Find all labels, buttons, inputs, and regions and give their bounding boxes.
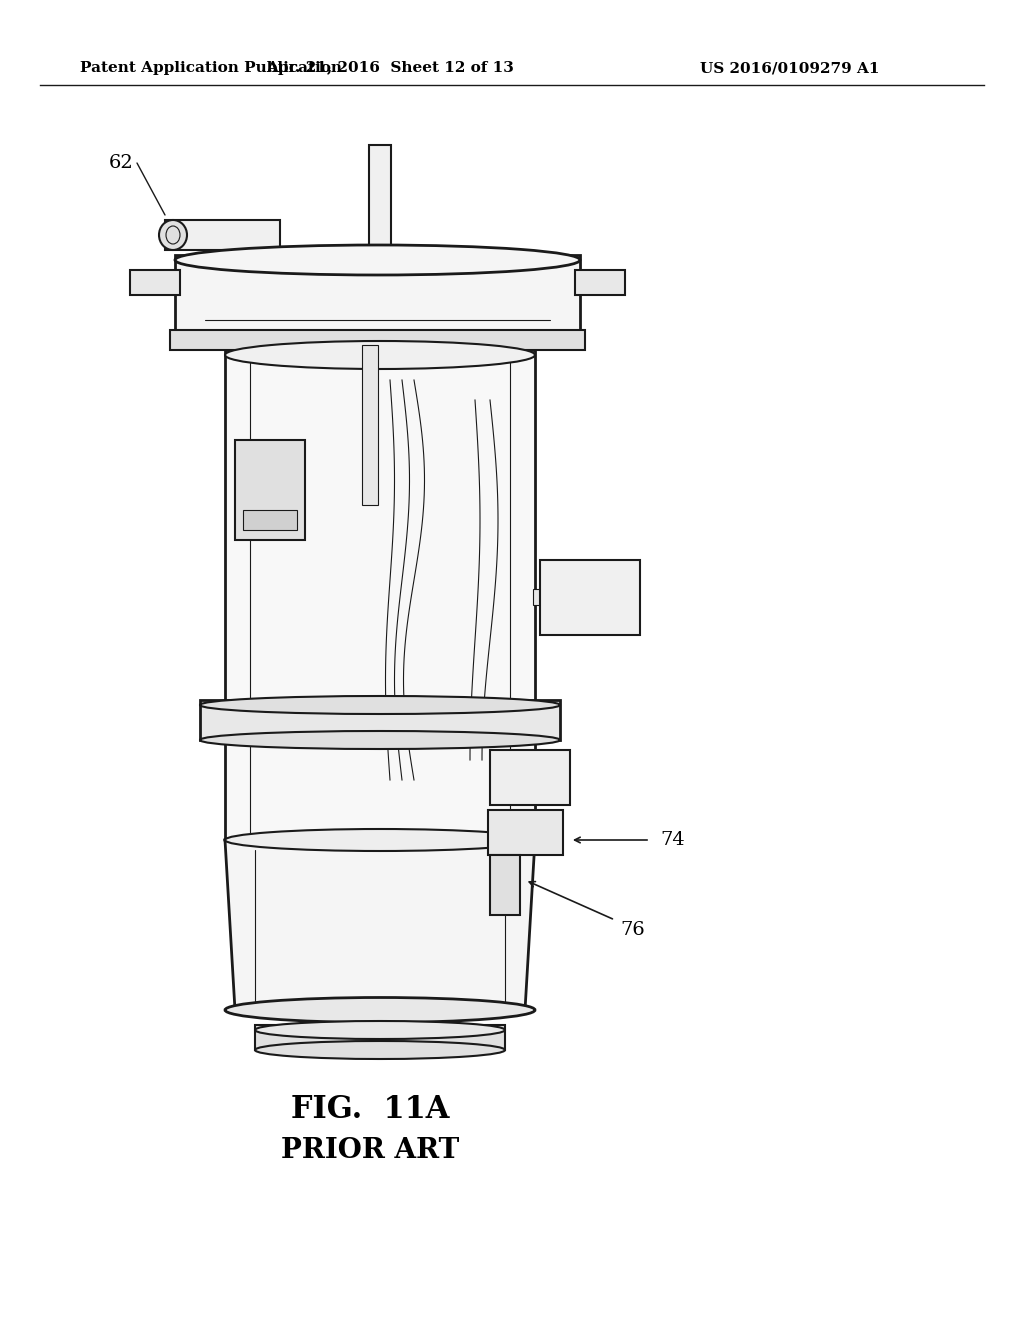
Bar [369, 145, 391, 255]
Text: US 2016/0109279 A1: US 2016/0109279 A1 [700, 61, 880, 75]
Bar [494, 861, 516, 909]
Ellipse shape [225, 341, 535, 370]
Ellipse shape [225, 829, 535, 851]
Text: 74: 74 [660, 832, 685, 849]
Text: Apr. 21, 2016  Sheet 12 of 13: Apr. 21, 2016 Sheet 12 of 13 [266, 61, 514, 75]
Bar [255, 1026, 505, 1049]
Text: 62: 62 [109, 154, 133, 172]
Bar [200, 700, 560, 741]
Text: 76: 76 [620, 921, 645, 939]
Bar [234, 440, 305, 540]
Bar [534, 589, 540, 605]
Ellipse shape [255, 1041, 505, 1059]
Text: FIG.  11A: FIG. 11A [291, 1094, 450, 1126]
Ellipse shape [200, 696, 560, 714]
Bar [575, 271, 625, 294]
Text: PRIOR ART: PRIOR ART [281, 1137, 459, 1163]
Ellipse shape [200, 731, 560, 748]
Bar [130, 271, 180, 294]
Ellipse shape [225, 998, 535, 1023]
Bar [540, 560, 640, 635]
Bar [170, 330, 585, 350]
Ellipse shape [175, 246, 580, 275]
Text: Patent Application Publication: Patent Application Publication [80, 61, 342, 75]
Ellipse shape [159, 220, 187, 249]
Bar [225, 350, 535, 840]
Bar [165, 220, 280, 249]
Bar [362, 345, 378, 506]
Bar [488, 810, 563, 855]
Bar [490, 750, 570, 805]
Bar [545, 565, 635, 630]
Bar [490, 855, 520, 915]
Bar [243, 510, 297, 531]
Ellipse shape [255, 1020, 505, 1039]
Bar [175, 255, 580, 330]
Polygon shape [225, 840, 535, 1010]
